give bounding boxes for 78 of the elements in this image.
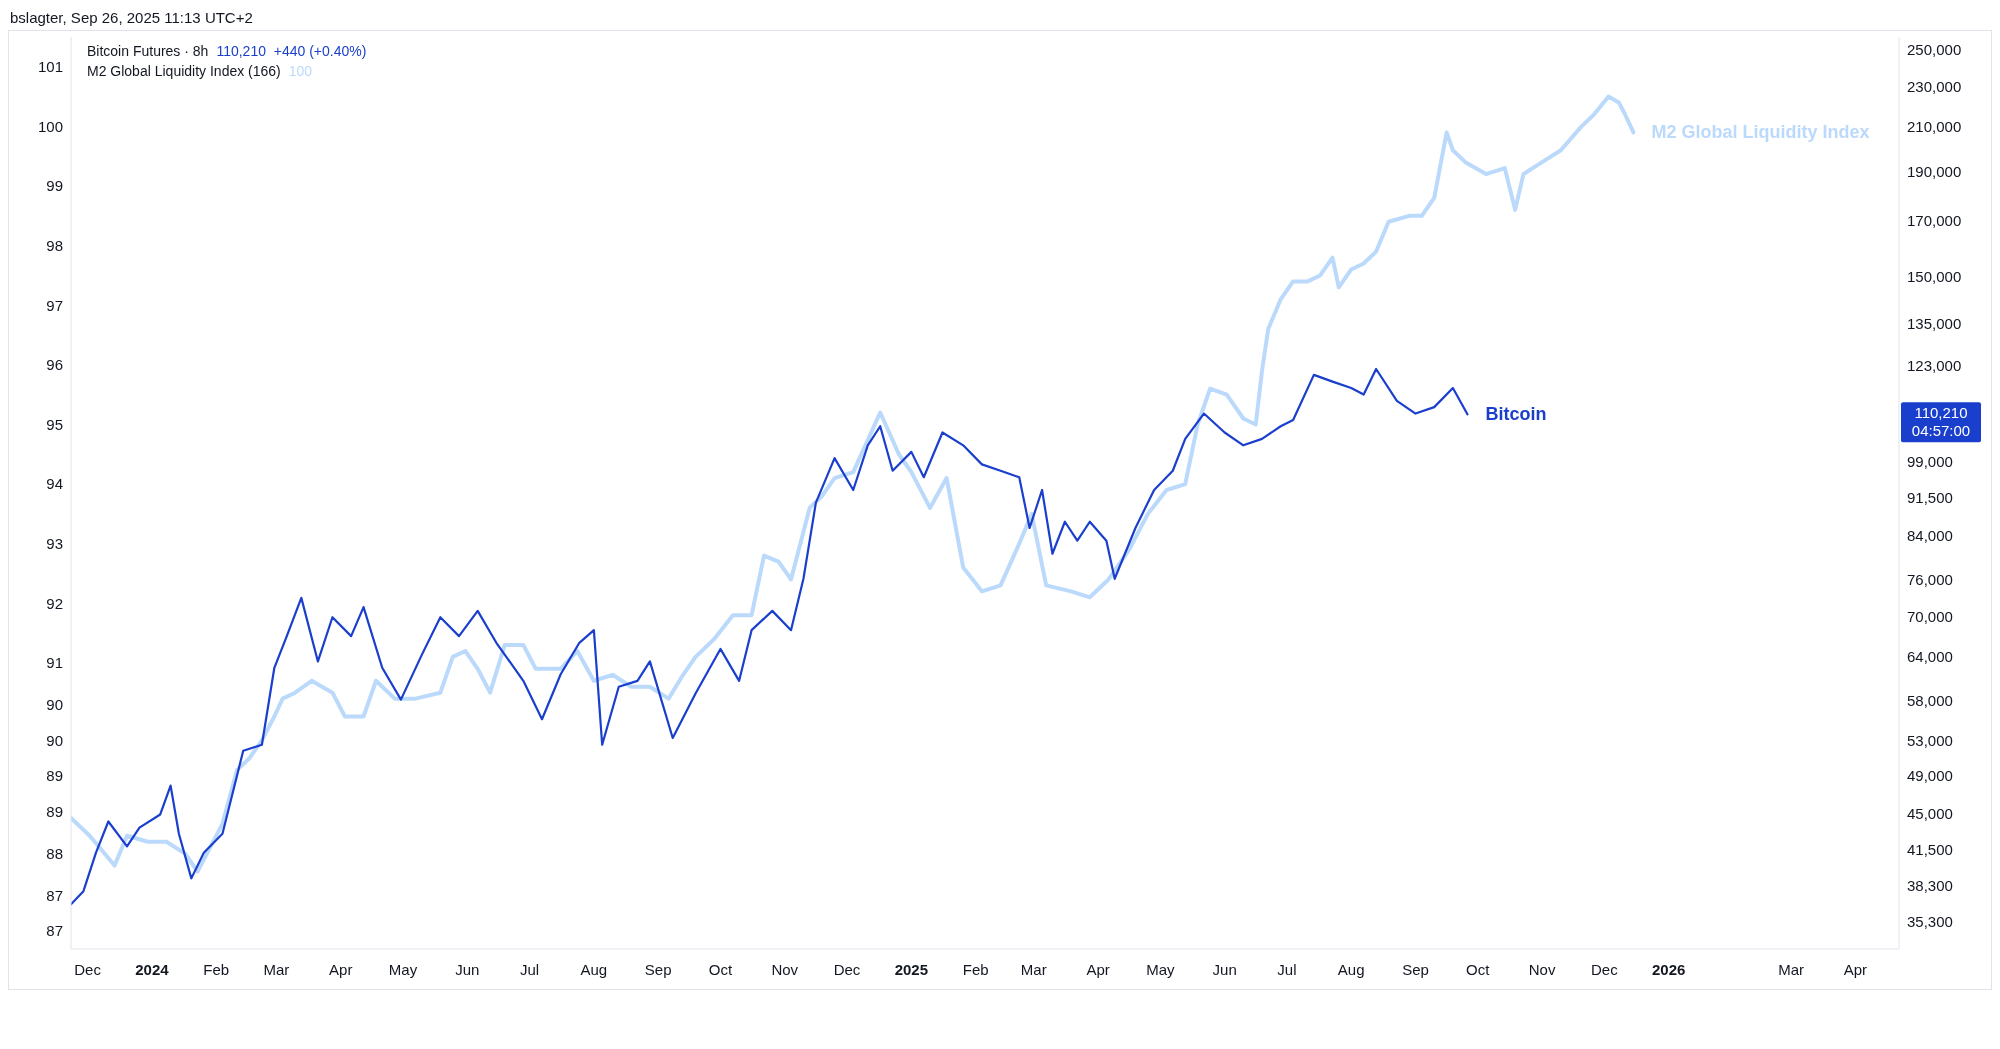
x-tick-label: Mar: [263, 961, 290, 978]
x-tick-label: Jun: [1212, 961, 1237, 978]
line-series: [71, 367, 1469, 906]
x-tick-label: Jun: [455, 961, 480, 978]
y-tick-label: 97: [46, 296, 63, 314]
text: 110,210: [1914, 404, 1968, 422]
x-tick-label: Nov: [771, 961, 799, 978]
x-tick-label: May: [1146, 961, 1175, 978]
x-tick-label: Sep: [1402, 961, 1429, 978]
line-series: [71, 94, 1636, 874]
y2-tick-label: 38,300: [1907, 876, 1953, 894]
series-label: Bitcoin: [1485, 404, 1547, 425]
text: 04:57:00: [1911, 422, 1971, 440]
y-tick-label: 89: [46, 767, 63, 785]
x-tick-label: 2025: [894, 961, 929, 978]
text: bslagter, Sep 26, 2025 11:13 UTC+2: [9, 8, 254, 28]
y2-tick-label: 64,000: [1907, 647, 1953, 665]
x-tick-label: Sep: [644, 961, 672, 978]
y2-tick-label: 230,000: [1907, 77, 1962, 95]
y2-tick-label: 170,000: [1907, 212, 1962, 230]
y-tick-label: 88: [46, 844, 63, 862]
x-tick-label: Dec: [74, 961, 102, 978]
y-tick-label: 90: [46, 731, 63, 749]
x-tick-label: Oct: [1466, 961, 1491, 978]
y-tick-label: 87: [46, 886, 63, 904]
x-tick-label: Apr: [1843, 961, 1868, 978]
y-tick-label: 98: [46, 236, 63, 254]
y2-tick-label: 45,000: [1907, 804, 1953, 822]
x-tick-label: Oct: [708, 961, 733, 978]
annotation: 110,210 +440 (+0.40%): [216, 43, 367, 59]
x-tick-label: Mar: [1020, 961, 1047, 978]
annotation: M2 Global Liquidity Index (166): [87, 63, 281, 79]
x-tick-label: Feb: [962, 961, 989, 978]
x-tick-label: Dec: [1591, 961, 1619, 978]
y2-tick-label: 70,000: [1907, 607, 1953, 625]
x-tick-label: 2024: [135, 961, 170, 978]
y2-tick-label: 35,300: [1907, 912, 1953, 930]
x-tick-label: Mar: [1778, 961, 1805, 978]
x-tick-label: Nov: [1528, 961, 1556, 978]
x-tick-label: Jul: [1277, 961, 1297, 978]
y-tick-label: 92: [46, 594, 63, 612]
x-tick-label: Dec: [833, 961, 861, 978]
y2-tick-label: 150,000: [1907, 268, 1962, 286]
y2-tick-label: 210,000: [1907, 118, 1962, 136]
y-tick-label: 93: [46, 534, 63, 552]
y2-tick-label: 49,000: [1907, 766, 1953, 784]
y2-tick-label: 91,500: [1907, 488, 1953, 506]
y-tick-label: 99: [46, 177, 63, 195]
y2-tick-label: 41,500: [1907, 840, 1953, 858]
y-tick-label: 100: [37, 117, 63, 135]
annotation: 100: [288, 63, 313, 79]
y-tick-label: 96: [46, 356, 63, 374]
y-tick-label: 95: [46, 415, 63, 433]
y-tick-label: 89: [46, 803, 63, 821]
x-tick-label: Aug: [580, 961, 608, 978]
x-tick-label: Feb: [203, 961, 230, 978]
y-tick-label: 90: [46, 695, 63, 713]
y-tick-label: 101: [37, 58, 63, 76]
series-label: M2 Global Liquidity Index: [1651, 122, 1870, 143]
y2-tick-label: 190,000: [1907, 162, 1962, 180]
y2-tick-label: 76,000: [1907, 571, 1953, 589]
x-tick-label: May: [388, 961, 418, 978]
y-tick-label: 91: [46, 654, 63, 672]
y2-tick-label: 58,000: [1907, 691, 1953, 709]
y2-tick-label: 135,000: [1907, 315, 1962, 333]
annotation: Bitcoin Futures · 8h: [87, 43, 209, 59]
x-tick-label: Jul: [519, 961, 540, 978]
y2-tick-label: 123,000: [1907, 356, 1962, 374]
x-tick-label: Aug: [1337, 961, 1365, 978]
y2-tick-label: 99,000: [1907, 453, 1953, 471]
x-tick-label: Apr: [1086, 961, 1110, 978]
y-tick-label: 94: [46, 475, 63, 493]
y2-tick-label: 53,000: [1907, 731, 1953, 749]
y2-tick-label: 84,000: [1907, 526, 1953, 544]
y2-tick-label: 250,000: [1907, 40, 1962, 58]
x-tick-label: Apr: [329, 961, 353, 978]
x-tick-label: 2026: [1652, 961, 1686, 978]
y-tick-label: 87: [46, 922, 63, 940]
